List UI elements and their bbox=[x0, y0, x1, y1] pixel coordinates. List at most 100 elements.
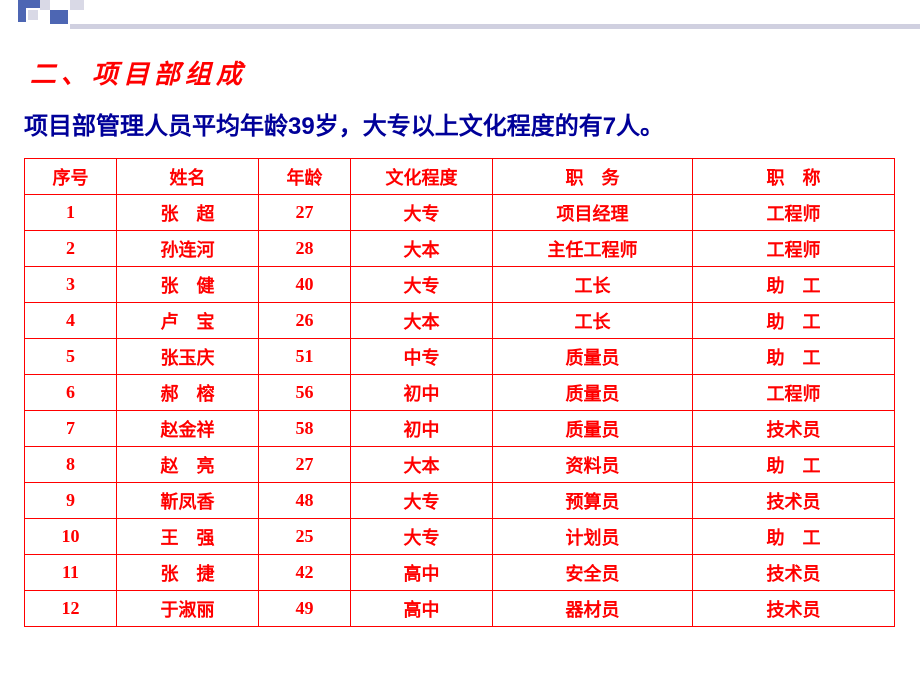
table-cell: 赵 亮 bbox=[117, 447, 259, 483]
table-cell: 56 bbox=[259, 375, 351, 411]
table-column-header: 文化程度 bbox=[351, 159, 493, 195]
table-cell: 5 bbox=[25, 339, 117, 375]
table-cell: 卢 宝 bbox=[117, 303, 259, 339]
deco-block bbox=[70, 0, 84, 10]
table-cell: 7 bbox=[25, 411, 117, 447]
header-decoration bbox=[0, 0, 920, 32]
table-cell: 大专 bbox=[351, 519, 493, 555]
table-cell: 赵金祥 bbox=[117, 411, 259, 447]
table-cell: 助 工 bbox=[693, 519, 895, 555]
table-column-header: 职 务 bbox=[493, 159, 693, 195]
table-cell: 器材员 bbox=[493, 591, 693, 627]
table-row: 12于淑丽49高中器材员技术员 bbox=[25, 591, 895, 627]
table-cell: 安全员 bbox=[493, 555, 693, 591]
table-cell: 40 bbox=[259, 267, 351, 303]
table-cell: 58 bbox=[259, 411, 351, 447]
subtitle-middle: 岁，大专以上文化程度的有 bbox=[315, 113, 603, 140]
table-cell: 质量员 bbox=[493, 411, 693, 447]
table-cell: 26 bbox=[259, 303, 351, 339]
table-cell: 工长 bbox=[493, 303, 693, 339]
table-cell: 工程师 bbox=[693, 231, 895, 267]
table-cell: 质量员 bbox=[493, 339, 693, 375]
table-cell: 大专 bbox=[351, 195, 493, 231]
table-row: 4卢 宝26大本工长助 工 bbox=[25, 303, 895, 339]
table-cell: 大专 bbox=[351, 483, 493, 519]
table-cell: 助 工 bbox=[693, 447, 895, 483]
table-cell: 9 bbox=[25, 483, 117, 519]
table-cell: 48 bbox=[259, 483, 351, 519]
personnel-table: 序号姓名年龄文化程度职 务职 称 1张 超27大专项目经理工程师2孙连河28大本… bbox=[24, 158, 895, 627]
table-column-header: 序号 bbox=[25, 159, 117, 195]
table-cell: 高中 bbox=[351, 555, 493, 591]
subtitle-suffix: 人。 bbox=[616, 113, 664, 140]
table-header-row: 序号姓名年龄文化程度职 务职 称 bbox=[25, 159, 895, 195]
table-cell: 助 工 bbox=[693, 339, 895, 375]
table-header: 序号姓名年龄文化程度职 务职 称 bbox=[25, 159, 895, 195]
table-cell: 10 bbox=[25, 519, 117, 555]
table-cell: 工程师 bbox=[693, 195, 895, 231]
table-cell: 预算员 bbox=[493, 483, 693, 519]
table-cell: 张 健 bbox=[117, 267, 259, 303]
table-column-header: 职 称 bbox=[693, 159, 895, 195]
deco-block bbox=[18, 8, 26, 22]
table-cell: 2 bbox=[25, 231, 117, 267]
table-row: 1张 超27大专项目经理工程师 bbox=[25, 195, 895, 231]
table-cell: 技术员 bbox=[693, 591, 895, 627]
table-cell: 6 bbox=[25, 375, 117, 411]
table-cell: 技术员 bbox=[693, 411, 895, 447]
table-cell: 12 bbox=[25, 591, 117, 627]
table-cell: 资料员 bbox=[493, 447, 693, 483]
table-row: 11张 捷42高中安全员技术员 bbox=[25, 555, 895, 591]
subtitle-text: 项目部管理人员平均年龄39岁，大专以上文化程度的有7人。 bbox=[24, 106, 664, 141]
table-row: 6郝 榕56初中质量员工程师 bbox=[25, 375, 895, 411]
table-cell: 技术员 bbox=[693, 483, 895, 519]
table-cell: 张玉庆 bbox=[117, 339, 259, 375]
table-cell: 计划员 bbox=[493, 519, 693, 555]
deco-block bbox=[40, 0, 50, 10]
subtitle-count: 7 bbox=[603, 113, 616, 140]
subtitle-age: 39 bbox=[288, 113, 315, 140]
deco-block bbox=[70, 24, 920, 29]
table-cell: 助 工 bbox=[693, 267, 895, 303]
table-cell: 4 bbox=[25, 303, 117, 339]
table-row: 10王 强25大专计划员助 工 bbox=[25, 519, 895, 555]
table-cell: 项目经理 bbox=[493, 195, 693, 231]
table-cell: 大本 bbox=[351, 303, 493, 339]
table-cell: 8 bbox=[25, 447, 117, 483]
table-cell: 初中 bbox=[351, 375, 493, 411]
table-cell: 大本 bbox=[351, 231, 493, 267]
table-row: 7赵金祥58初中质量员技术员 bbox=[25, 411, 895, 447]
table-cell: 靳凤香 bbox=[117, 483, 259, 519]
table-cell: 张 超 bbox=[117, 195, 259, 231]
table-row: 9靳凤香48大专预算员技术员 bbox=[25, 483, 895, 519]
table-cell: 主任工程师 bbox=[493, 231, 693, 267]
table-cell: 27 bbox=[259, 195, 351, 231]
table-cell: 工程师 bbox=[693, 375, 895, 411]
deco-block bbox=[50, 10, 68, 24]
table-cell: 技术员 bbox=[693, 555, 895, 591]
table-row: 5张玉庆51中专质量员助 工 bbox=[25, 339, 895, 375]
table-cell: 49 bbox=[259, 591, 351, 627]
table-cell: 25 bbox=[259, 519, 351, 555]
table-cell: 大本 bbox=[351, 447, 493, 483]
table-row: 3张 健40大专工长助 工 bbox=[25, 267, 895, 303]
table-cell: 中专 bbox=[351, 339, 493, 375]
table-cell: 郝 榕 bbox=[117, 375, 259, 411]
table-cell: 王 强 bbox=[117, 519, 259, 555]
table-cell: 11 bbox=[25, 555, 117, 591]
table-column-header: 年龄 bbox=[259, 159, 351, 195]
table-cell: 3 bbox=[25, 267, 117, 303]
subtitle-prefix: 项目部管理人员平均年龄 bbox=[24, 113, 288, 140]
table-column-header: 姓名 bbox=[117, 159, 259, 195]
table-cell: 质量员 bbox=[493, 375, 693, 411]
table-cell: 51 bbox=[259, 339, 351, 375]
table-cell: 大专 bbox=[351, 267, 493, 303]
table-cell: 工长 bbox=[493, 267, 693, 303]
deco-block bbox=[28, 10, 38, 20]
table-cell: 28 bbox=[259, 231, 351, 267]
table-cell: 27 bbox=[259, 447, 351, 483]
table-cell: 助 工 bbox=[693, 303, 895, 339]
table-cell: 于淑丽 bbox=[117, 591, 259, 627]
table-cell: 初中 bbox=[351, 411, 493, 447]
table-cell: 高中 bbox=[351, 591, 493, 627]
